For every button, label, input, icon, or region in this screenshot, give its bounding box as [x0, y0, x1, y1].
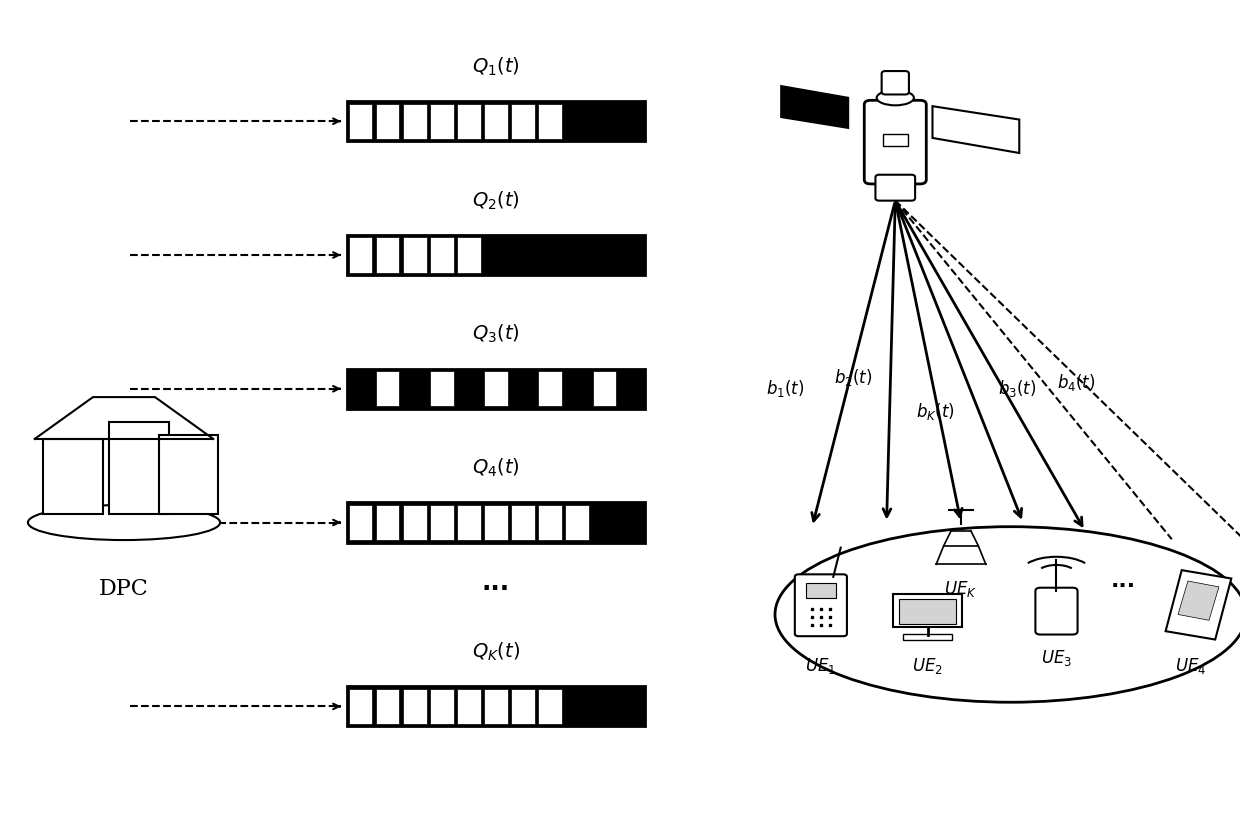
- Bar: [430, 237, 454, 273]
- Bar: [511, 104, 534, 139]
- Bar: [485, 371, 507, 406]
- Bar: [347, 502, 645, 543]
- Polygon shape: [1178, 581, 1219, 620]
- FancyBboxPatch shape: [882, 71, 909, 94]
- Bar: [43, 439, 103, 514]
- Bar: [899, 599, 956, 624]
- Bar: [403, 689, 427, 724]
- Bar: [538, 505, 562, 540]
- Text: DPC: DPC: [99, 579, 149, 600]
- Bar: [350, 237, 372, 273]
- Bar: [430, 505, 454, 540]
- Bar: [403, 237, 427, 273]
- Bar: [430, 689, 454, 724]
- Text: ...: ...: [482, 571, 510, 594]
- Bar: [893, 594, 962, 627]
- Polygon shape: [781, 86, 848, 128]
- Bar: [347, 369, 645, 409]
- Bar: [538, 104, 562, 139]
- Text: $Q_2(t)$: $Q_2(t)$: [472, 189, 520, 212]
- Ellipse shape: [877, 90, 914, 105]
- Polygon shape: [1166, 570, 1231, 640]
- Bar: [347, 101, 645, 141]
- Text: $b_2(t)$: $b_2(t)$: [833, 367, 873, 389]
- Bar: [485, 505, 507, 540]
- Text: $b_1(t)$: $b_1(t)$: [765, 378, 805, 400]
- Bar: [376, 237, 399, 273]
- Bar: [430, 104, 454, 139]
- Text: $Q_4(t)$: $Q_4(t)$: [472, 456, 520, 479]
- Bar: [565, 505, 589, 540]
- Bar: [511, 505, 534, 540]
- Ellipse shape: [29, 505, 221, 540]
- Bar: [485, 689, 507, 724]
- FancyBboxPatch shape: [1035, 588, 1078, 635]
- Ellipse shape: [775, 527, 1240, 702]
- Bar: [347, 235, 645, 275]
- Bar: [883, 134, 908, 146]
- Text: ...: ...: [1111, 571, 1136, 591]
- Bar: [511, 689, 534, 724]
- Bar: [376, 689, 399, 724]
- Bar: [159, 435, 218, 514]
- Bar: [350, 505, 372, 540]
- Bar: [458, 689, 481, 724]
- Bar: [538, 689, 562, 724]
- Bar: [350, 689, 372, 724]
- Bar: [376, 104, 399, 139]
- Bar: [458, 104, 481, 139]
- Text: $Q_3(t)$: $Q_3(t)$: [472, 323, 520, 345]
- Bar: [350, 104, 372, 139]
- Text: $b_3(t)$: $b_3(t)$: [997, 378, 1037, 400]
- Bar: [458, 505, 481, 540]
- Bar: [403, 104, 427, 139]
- Bar: [458, 237, 481, 273]
- Bar: [806, 583, 836, 598]
- Bar: [109, 422, 169, 514]
- Bar: [430, 371, 454, 406]
- Bar: [593, 371, 616, 406]
- Bar: [347, 686, 645, 726]
- Bar: [485, 104, 507, 139]
- Text: $Q_1(t)$: $Q_1(t)$: [472, 55, 520, 78]
- FancyBboxPatch shape: [864, 100, 926, 184]
- Bar: [538, 371, 562, 406]
- Bar: [903, 634, 952, 640]
- Text: $UE_4$: $UE_4$: [1174, 656, 1207, 676]
- FancyBboxPatch shape: [795, 574, 847, 636]
- Text: $UE_K$: $UE_K$: [945, 579, 977, 599]
- Text: $UE_2$: $UE_2$: [913, 656, 942, 676]
- Bar: [376, 505, 399, 540]
- Text: $UE_1$: $UE_1$: [805, 656, 837, 676]
- Bar: [376, 371, 399, 406]
- FancyBboxPatch shape: [875, 175, 915, 201]
- Polygon shape: [932, 106, 1019, 153]
- Text: $b_K(t)$: $b_K(t)$: [915, 400, 955, 422]
- Text: $b_4(t)$: $b_4(t)$: [1056, 371, 1096, 393]
- Text: $Q_K(t)$: $Q_K(t)$: [472, 640, 520, 663]
- Text: $UE_3$: $UE_3$: [1040, 648, 1073, 668]
- Bar: [403, 505, 427, 540]
